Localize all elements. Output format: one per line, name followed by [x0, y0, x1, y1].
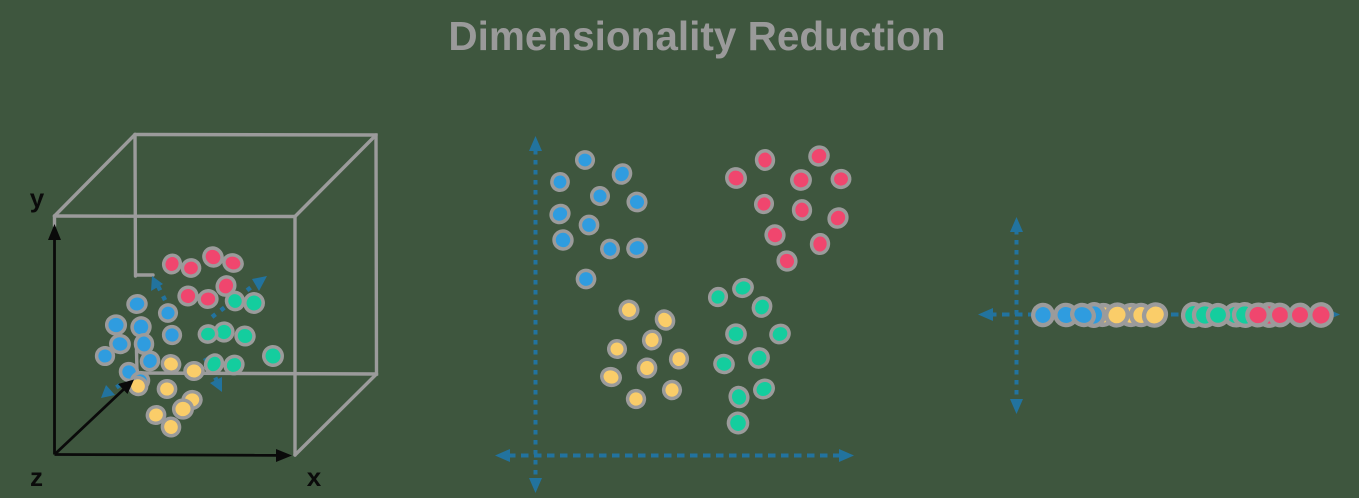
svg-text:Dimensionality Reduction: Dimensionality Reduction: [448, 13, 945, 59]
svg-text:z: z: [30, 462, 43, 492]
svg-text:y: y: [30, 183, 45, 213]
svg-text:x: x: [307, 462, 322, 492]
